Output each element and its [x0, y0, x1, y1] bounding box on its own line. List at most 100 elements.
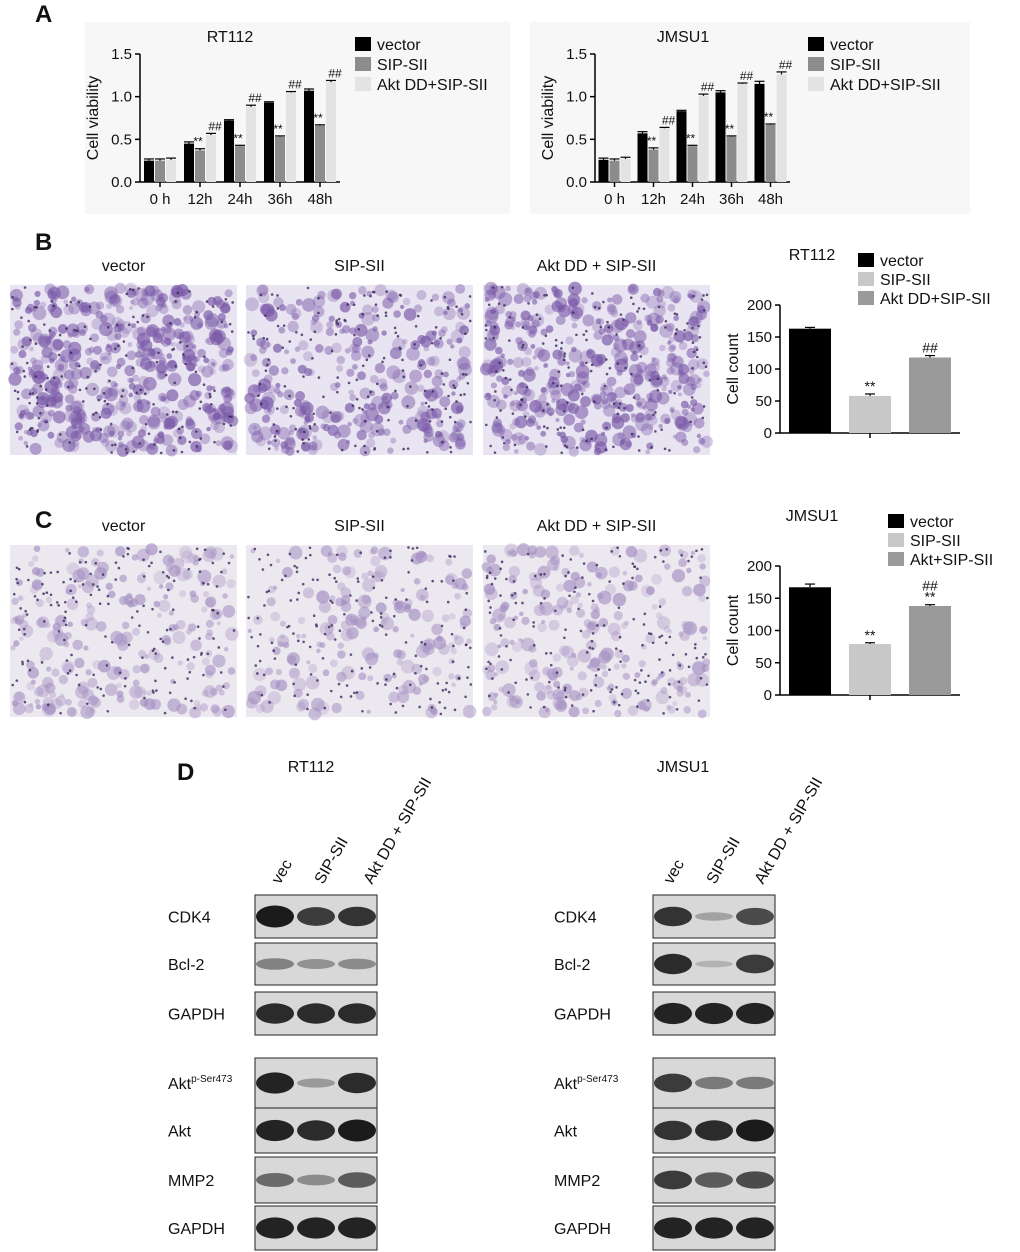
cell-blob — [459, 615, 471, 627]
cell-blob — [552, 688, 565, 701]
cell-blob — [456, 427, 461, 432]
cell-blob — [337, 650, 346, 659]
nucleus — [188, 670, 192, 674]
nucleus — [46, 703, 50, 707]
cell-blob — [483, 583, 496, 595]
nucleus — [46, 376, 49, 380]
protein-label: Bcl-2 — [554, 957, 591, 974]
cell-blob — [543, 684, 553, 695]
cell-blob — [14, 615, 25, 625]
nucleus — [465, 591, 469, 595]
nucleus — [664, 641, 668, 645]
nucleus — [194, 370, 198, 374]
cell-blob — [202, 591, 210, 598]
nucleus — [485, 574, 489, 578]
cell-blob — [633, 320, 643, 331]
cell-blob — [512, 357, 524, 368]
cell-blob — [556, 399, 561, 404]
nucleus — [71, 596, 75, 599]
cell-blob — [545, 325, 554, 333]
cell-blob — [658, 672, 664, 679]
cell-blob — [374, 362, 386, 374]
cell-blob — [484, 297, 490, 303]
cell-blob — [450, 647, 458, 655]
nucleus — [424, 587, 428, 590]
cell-blob — [664, 563, 671, 570]
nucleus — [525, 678, 528, 681]
cell-blob — [402, 679, 417, 694]
nucleus — [565, 445, 569, 449]
cell-blob — [54, 438, 65, 448]
nucleus — [429, 697, 432, 701]
cell-blob — [310, 321, 323, 334]
cell-blob — [464, 303, 471, 309]
cell-blob — [627, 580, 638, 591]
cell-blob — [537, 622, 547, 633]
nucleus — [704, 365, 708, 369]
nucleus — [464, 608, 468, 612]
cell-blob — [423, 369, 433, 379]
nucleus — [668, 449, 671, 452]
cell-blob — [215, 440, 222, 447]
blot-band — [297, 1217, 335, 1239]
nucleus — [519, 403, 522, 407]
nucleus — [463, 393, 466, 396]
cell-blob — [32, 306, 47, 321]
cell-blob — [396, 650, 406, 660]
chart-title: JMSU1 — [786, 508, 839, 525]
cell-blob — [80, 705, 95, 720]
cell-blob — [63, 299, 69, 305]
nucleus — [392, 672, 396, 676]
cell-blob — [121, 621, 130, 630]
nucleus — [49, 603, 53, 607]
cell-blob — [421, 609, 434, 622]
cell-blob — [695, 673, 710, 687]
cell-blob — [610, 392, 618, 400]
cell-blob — [447, 298, 456, 307]
nucleus — [453, 420, 457, 424]
cell-blob — [492, 285, 506, 300]
nucleus — [562, 358, 566, 362]
cell-blob — [512, 432, 526, 446]
legend-swatch — [808, 37, 824, 51]
nucleus — [40, 661, 44, 664]
cell-blob — [117, 639, 129, 651]
nucleus — [268, 701, 271, 704]
cell-blob — [683, 706, 691, 714]
cell-blob — [118, 395, 129, 405]
cell-blob — [62, 340, 72, 349]
cell-blob — [206, 629, 214, 636]
cell-blob — [310, 318, 317, 326]
cell-blob — [445, 574, 455, 585]
cell-blob — [146, 586, 152, 591]
cell-blob — [77, 681, 90, 694]
cell-blob — [33, 686, 44, 697]
significance-mark: ## — [779, 58, 793, 72]
cell-blob — [430, 707, 438, 716]
nucleus — [440, 372, 444, 375]
nucleus — [65, 659, 69, 662]
cell-blob — [104, 355, 109, 361]
cell-blob — [221, 568, 228, 575]
cell-blob — [158, 392, 168, 402]
blot-band — [338, 958, 376, 970]
cell-blob — [344, 347, 351, 354]
nucleus — [36, 598, 39, 602]
nucleus — [284, 574, 287, 578]
cell-blob — [199, 433, 211, 445]
nucleus — [247, 616, 250, 620]
cell-blob — [659, 324, 674, 338]
cell-blob — [403, 605, 412, 613]
nucleus — [384, 311, 388, 314]
cell-blob — [636, 319, 642, 325]
cell-blob — [172, 630, 186, 645]
cell-blob — [431, 408, 442, 419]
cell-blob — [203, 685, 217, 698]
protein-label: Aktp-Ser473 — [168, 1074, 233, 1093]
nucleus — [97, 588, 101, 592]
cell-blob — [565, 361, 570, 366]
cell-blob — [431, 623, 443, 636]
cell-blob — [593, 402, 602, 410]
cell-blob — [13, 328, 21, 336]
nucleus — [371, 575, 375, 578]
